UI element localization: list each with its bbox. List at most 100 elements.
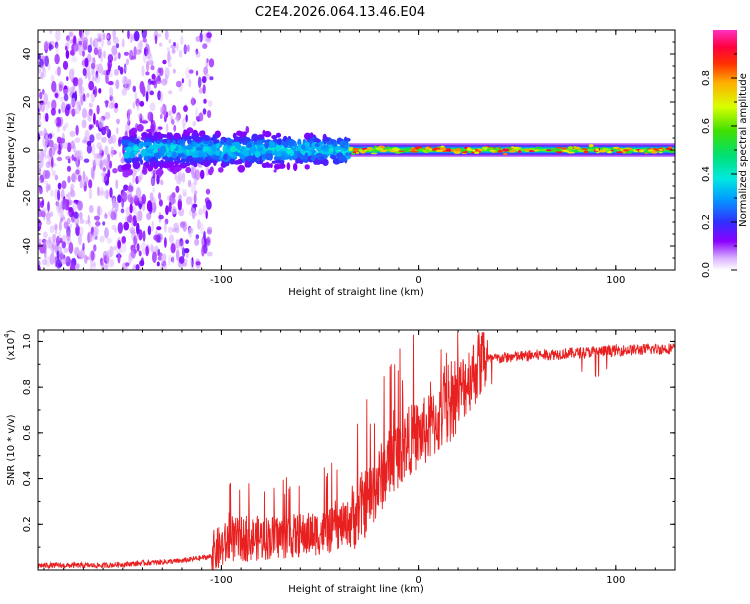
spectrogram-noise-blob — [38, 153, 41, 161]
spectrogram-signal-blob — [307, 146, 313, 151]
spectrogram-noise-blob — [195, 70, 199, 76]
spectrogram-noise-blob — [41, 210, 46, 218]
spectrogram-noise-blob — [184, 248, 190, 254]
spectrogram-noise-blob — [139, 81, 145, 93]
spectrogram-noise-blob — [44, 55, 49, 67]
spectrogram-peak — [623, 149, 630, 152]
spectrogram-noise-blob — [185, 253, 189, 259]
spectrogram-signal-blob — [133, 135, 137, 139]
spectrogram-signal-blob — [193, 161, 198, 168]
spectrogram-noise-blob — [131, 168, 137, 177]
spectrogram-noise-blob — [49, 253, 55, 265]
spectrogram-noise-blob — [39, 188, 42, 194]
spectrogram-noise-blob — [104, 211, 107, 219]
spectrogram-signal-blob — [141, 132, 149, 138]
spectrogram-noise-blob — [55, 116, 62, 127]
spectrogram-noise-blob — [139, 100, 145, 107]
spectrogram-noise-blob — [202, 43, 208, 49]
spectrogram-noise-blob — [141, 30, 147, 39]
spectrogram-peak — [571, 149, 576, 152]
spectrogram-noise-blob — [169, 234, 174, 244]
spectrogram-noise-blob — [153, 203, 157, 212]
spectrogram-peak — [562, 147, 568, 150]
spectrogram-peak — [394, 151, 401, 154]
spectrogram-signal-blob — [261, 154, 266, 159]
spectrogram-noise-blob — [43, 180, 49, 185]
spectrogram-noise-blob — [70, 189, 76, 198]
spectrogram-noise-blob — [175, 174, 182, 185]
spectrogram-noise-blob — [54, 224, 58, 235]
spectrogram-noise-blob — [105, 72, 109, 84]
spectrogram-noise-blob — [89, 263, 93, 270]
spectrogram-signal-blob — [254, 151, 261, 158]
spectrogram-noise-blob — [145, 71, 150, 76]
spectrogram-noise-blob — [96, 104, 100, 115]
spectrogram-noise-blob — [45, 183, 49, 193]
snr-frame — [37, 329, 676, 571]
spectrogram-noise-blob — [163, 114, 167, 123]
spectrogram-noise-blob — [93, 112, 96, 125]
spectrogram-noise-blob — [88, 102, 92, 108]
spectrogram-noise-blob — [168, 201, 172, 213]
spectrogram-noise-blob — [201, 76, 207, 84]
spectrogram-noise-blob — [39, 244, 45, 254]
snr-axes: -100 0 100 0.2 0.4 0.6 0.8 1.0 — [22, 330, 676, 586]
spectrogram-noise-blob — [66, 35, 70, 42]
spectrogram-noise-blob — [117, 65, 121, 71]
spectrogram-noise-blob — [55, 30, 61, 42]
spectrogram-signal-blob — [313, 138, 321, 144]
spectrogram-noise-blob — [71, 172, 78, 183]
spectrogram-noise-blob — [180, 221, 186, 227]
spectrogram-noise-blob — [115, 179, 119, 190]
spectrogram-noise-blob — [82, 67, 87, 77]
spectrogram-noise-blob — [110, 146, 115, 158]
spectrogram-noise-blob — [167, 62, 172, 68]
spectrogram-noise-blob — [97, 35, 102, 43]
spectrogram-noise-blob — [72, 77, 79, 87]
spectrogram-noise-blob — [38, 264, 41, 270]
spectrogram-noise-blob — [187, 44, 190, 52]
spectrogram-signal-blob — [330, 154, 337, 160]
spectrogram-signal-blob — [142, 165, 147, 173]
spectrogram-signal-blob — [263, 130, 272, 138]
spectrogram-signal-blob — [125, 146, 133, 153]
spectrogram-peak — [399, 149, 407, 151]
spectrogram-peak — [578, 149, 584, 153]
spectrogram-signal-blob — [275, 144, 281, 152]
spectrogram-noise-blob — [38, 178, 42, 185]
spectrogram-noise-blob — [145, 91, 149, 102]
spectrogram-noise-blob — [195, 36, 202, 42]
spectrogram-peak — [410, 147, 416, 151]
spectrogram-noise-blob — [195, 234, 200, 240]
spectrogram-noise-blob — [47, 201, 50, 212]
spectrogram-noise-blob — [114, 102, 118, 109]
spectrogram-noise-blob — [98, 88, 102, 94]
spectrogram-peak — [638, 149, 645, 153]
spectrogram-signal-blob — [267, 141, 276, 149]
spectrogram-noise-blob — [203, 66, 209, 76]
spectrogram-noise-blob — [41, 207, 48, 213]
spectrogram-noise-blob — [106, 39, 112, 46]
spectrogram-noise-blob — [199, 169, 205, 180]
spectrogram-signal-blob — [156, 140, 161, 145]
spectrogram-noise-blob — [105, 126, 109, 135]
spectrogram-noise-blob — [115, 43, 120, 49]
spectrogram-noise-blob — [156, 33, 162, 38]
spectrogram-noise-blob — [91, 143, 96, 156]
spectrogram-noise-blob — [98, 48, 102, 57]
spectrogram-noise-blob — [88, 219, 92, 228]
spectrogram-noise-blob — [99, 186, 104, 195]
spectrogram-noise-blob — [90, 166, 95, 179]
spectrogram-noise-blob — [78, 233, 82, 246]
spectrogram-noise-blob — [57, 189, 61, 201]
spectrogram-noise-blob — [123, 184, 129, 191]
spectrogram-signal-blob — [232, 160, 241, 165]
spectrogram-noise-blob — [59, 137, 66, 144]
spectrogram-noise-blob — [57, 127, 60, 133]
spectrogram-noise-blob — [188, 78, 192, 88]
spectrogram-signal-blob — [215, 143, 220, 149]
spectrogram-noise-blob — [78, 40, 83, 46]
spectrogram-noise-blob — [66, 142, 72, 153]
spectrogram-noise-blob — [58, 231, 61, 242]
spectrogram-noise-blob — [56, 66, 61, 76]
